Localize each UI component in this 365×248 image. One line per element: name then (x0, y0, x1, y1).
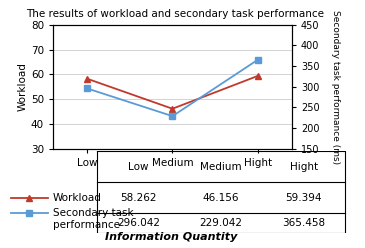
Text: Medium: Medium (200, 162, 242, 172)
Text: 59.394: 59.394 (285, 192, 322, 203)
Text: Secondary task
performance: Secondary task performance (53, 208, 134, 230)
Text: The results of workload and secondary task performance: The results of workload and secondary ta… (26, 9, 324, 19)
Text: 58.262: 58.262 (120, 192, 157, 203)
Text: Workload: Workload (53, 192, 102, 203)
Text: 229.042: 229.042 (200, 218, 243, 228)
Text: Low: Low (128, 162, 149, 172)
Text: 296.042: 296.042 (117, 218, 160, 228)
Text: Hight: Hight (290, 162, 318, 172)
Text: 365.458: 365.458 (282, 218, 325, 228)
Y-axis label: Secondary task performance (ms): Secondary task performance (ms) (331, 10, 340, 164)
Text: Information Quantity: Information Quantity (105, 232, 238, 242)
Y-axis label: Workload: Workload (18, 62, 28, 111)
Text: 46.156: 46.156 (203, 192, 239, 203)
